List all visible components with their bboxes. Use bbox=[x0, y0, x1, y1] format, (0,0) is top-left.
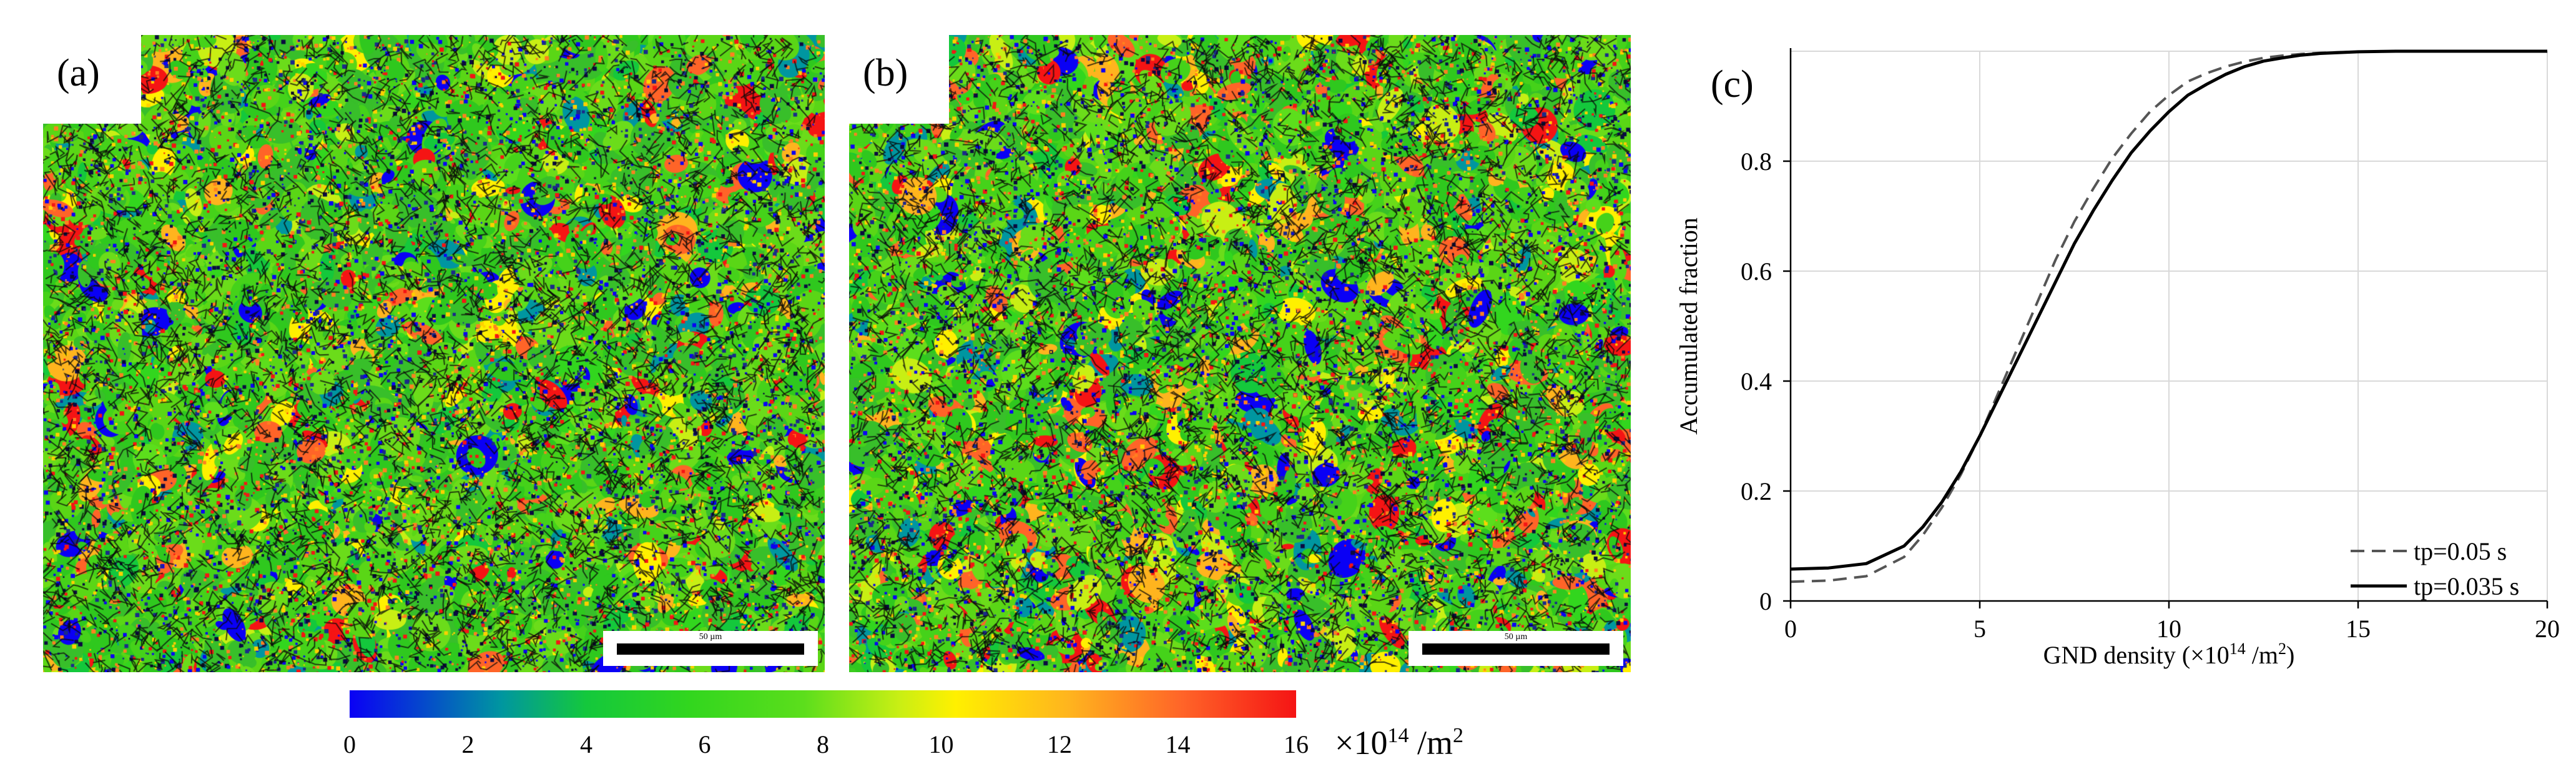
gnd-map-image-b bbox=[849, 35, 1631, 672]
x-axis-label-exp: 14 bbox=[2229, 640, 2246, 658]
colorbar-unit-prefix: ×10 bbox=[1335, 724, 1388, 762]
series-line-2 bbox=[1790, 49, 2547, 571]
chart-grid bbox=[1790, 51, 2548, 601]
x-axis-label-close: ) bbox=[2286, 641, 2294, 669]
scale-bar-label-a: 50 µm bbox=[699, 632, 722, 642]
gnd-map-a bbox=[43, 35, 825, 672]
x-axis-label: GND density (×1014 /m2) bbox=[2043, 640, 2295, 669]
chart-legend: tp=0.05 s tp=0.035 s bbox=[2351, 537, 2519, 600]
chart-axes: 0 5 10 15 20 0 0.2 0.4 0.6 0.8 bbox=[1741, 48, 2560, 643]
x-axis-label-exp2: 2 bbox=[2278, 640, 2286, 658]
colorbar-tick-label: 4 bbox=[580, 730, 592, 758]
colorbar-tick-label: 2 bbox=[461, 730, 474, 758]
colorbar-tick-label: 12 bbox=[1047, 730, 1072, 758]
colorbar-unit-suffix: /m bbox=[1408, 724, 1453, 762]
y-tick-label: 0.4 bbox=[1741, 367, 1772, 395]
panel-label-a: (a) bbox=[43, 35, 141, 124]
colorbar-unit: ×1014 /m2 bbox=[1335, 723, 1463, 762]
colorbar bbox=[350, 690, 1296, 718]
panel-label-b: (b) bbox=[849, 35, 949, 124]
legend-label-2: tp=0.035 s bbox=[2414, 572, 2519, 600]
x-tick-label: 5 bbox=[1974, 615, 1986, 643]
colorbar-tick-label: 16 bbox=[1284, 730, 1309, 758]
x-tick-label: 10 bbox=[2156, 615, 2181, 643]
chart-background bbox=[1661, 25, 2566, 725]
scale-bar-label-b: 50 µm bbox=[1504, 632, 1528, 642]
colorbar-tick-label: 10 bbox=[928, 730, 954, 758]
colorbar-tick-label: 0 bbox=[343, 730, 356, 758]
chart-series bbox=[1790, 49, 2547, 583]
colorbar-unit-exp: 14 bbox=[1387, 724, 1409, 747]
scale-bar-line-b bbox=[1422, 643, 1610, 655]
colorbar-unit-exp2: 2 bbox=[1452, 724, 1463, 747]
y-tick-label: 0.6 bbox=[1741, 257, 1772, 285]
gnd-map-b bbox=[849, 35, 1631, 672]
panel-label-c: (c) bbox=[1711, 63, 1754, 106]
y-axis-label: Accumulated fraction bbox=[1674, 217, 1703, 435]
colorbar-tick-label: 14 bbox=[1165, 730, 1191, 758]
legend-label-1: tp=0.05 s bbox=[2414, 537, 2507, 565]
y-tick-label: 0 bbox=[1759, 587, 1772, 615]
gnd-map-image-a bbox=[43, 35, 825, 672]
y-tick-label: 0.2 bbox=[1741, 477, 1772, 505]
scale-bar-line-a bbox=[617, 643, 804, 655]
colorbar-tick-label: 6 bbox=[698, 730, 711, 758]
x-tick-label: 15 bbox=[2346, 615, 2371, 643]
x-tick-label: 0 bbox=[1784, 615, 1797, 643]
x-axis-label-suffix: /m bbox=[2246, 641, 2278, 669]
scale-bar-b: 50 µm bbox=[1408, 631, 1623, 666]
x-tick-label: 20 bbox=[2535, 615, 2560, 643]
y-tick-label: 0.8 bbox=[1741, 147, 1772, 176]
cumulative-gnd-chart: 0 5 10 15 20 0 0.2 0.4 0.6 0.8 (c) Accumulated fr… bbox=[1661, 25, 2566, 725]
colorbar-tick-label: 8 bbox=[817, 730, 829, 758]
x-axis-label-prefix: GND density (×10 bbox=[2043, 641, 2229, 669]
scale-bar-a: 50 µm bbox=[603, 631, 818, 666]
